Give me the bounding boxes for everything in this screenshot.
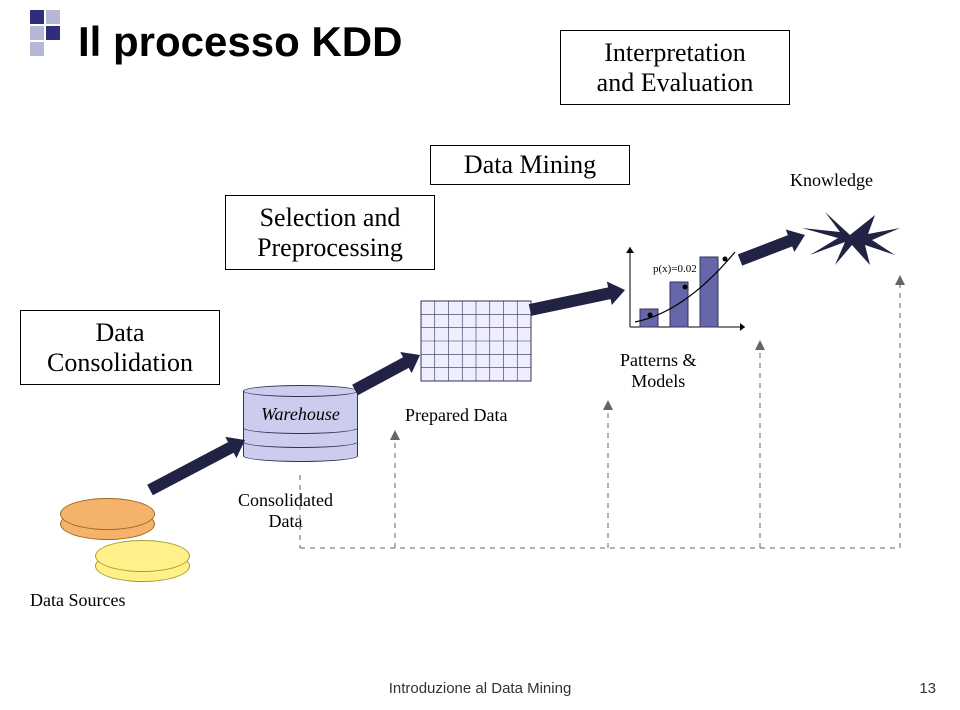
footer-text: Introduzione al Data Mining	[0, 680, 960, 697]
dashed-guides	[0, 0, 960, 710]
footer-page: 13	[919, 680, 936, 697]
